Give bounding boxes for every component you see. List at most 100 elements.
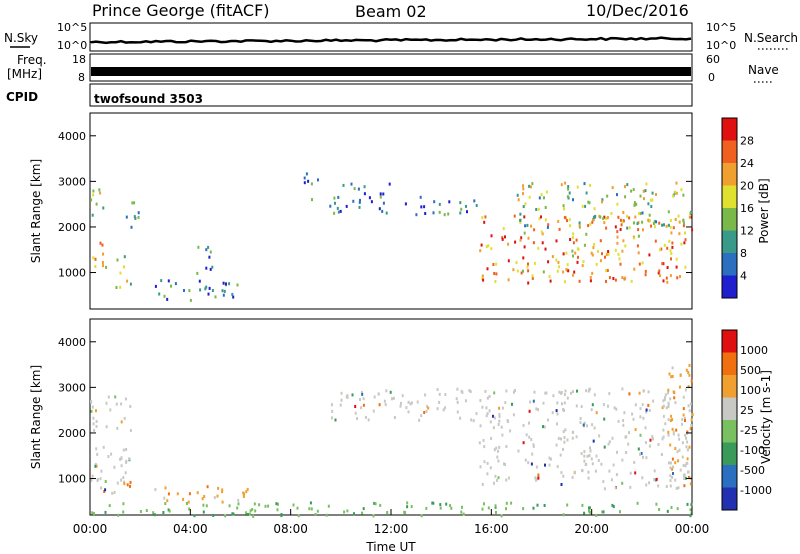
scatter-cell xyxy=(522,424,525,427)
scatter-cell xyxy=(95,447,98,451)
scatter-cell xyxy=(669,397,672,401)
scatter-cell xyxy=(583,421,586,425)
scatter-cell xyxy=(612,505,615,509)
scatter-cell xyxy=(668,239,671,243)
scatter-cell xyxy=(595,454,598,458)
scatter-cell xyxy=(108,504,111,508)
scatter-cell xyxy=(158,292,161,296)
scatter-cell xyxy=(512,268,515,272)
scatter-cell xyxy=(517,449,520,453)
scatter-cell xyxy=(600,462,603,466)
colorbar-frame xyxy=(721,329,738,511)
scatter-cell xyxy=(94,257,97,261)
scatter-cell xyxy=(645,456,648,460)
scatter-cell xyxy=(587,476,590,480)
scatter-cell xyxy=(637,251,640,255)
scatter-cell xyxy=(310,507,313,511)
scatter-cell xyxy=(500,425,503,429)
scatter-cell xyxy=(382,192,385,196)
scatter-cell xyxy=(576,185,579,189)
power-panel: 4000 3000 2000 1000 Slant Range [km] 28 24 20… xyxy=(29,112,771,310)
scatter-cell xyxy=(308,507,311,511)
scatter-cell xyxy=(231,512,234,516)
scatter-cell xyxy=(492,414,494,418)
scatter-cell xyxy=(652,222,655,225)
scatter-cell xyxy=(378,207,381,211)
scatter-cell xyxy=(686,448,689,452)
scatter-cell xyxy=(635,202,638,206)
nave-tick-top: 60 xyxy=(706,53,720,66)
scatter-cell xyxy=(675,181,678,185)
scatter-cell xyxy=(621,276,624,279)
scatter-cell xyxy=(423,205,426,209)
scatter-cell xyxy=(642,389,645,393)
scatter-cell xyxy=(164,486,167,490)
scatter-cell xyxy=(484,389,487,393)
scatter-cell xyxy=(523,215,526,219)
scatter-cell xyxy=(571,430,574,434)
scatter-cell xyxy=(129,282,132,286)
scatter-cell xyxy=(99,191,102,195)
scatter-cell xyxy=(522,441,525,445)
scatter-cell xyxy=(507,242,510,246)
scatter-cell xyxy=(479,399,482,402)
colorbar-tick-label: -100 xyxy=(740,444,765,457)
scatter-cell xyxy=(544,391,547,395)
scatter-cell xyxy=(636,222,639,226)
scatter-cell xyxy=(676,450,679,454)
scatter-cell xyxy=(189,298,192,302)
scatter-cell xyxy=(455,397,458,401)
scatter-cell xyxy=(616,241,619,245)
scatter-cell xyxy=(601,510,604,514)
scatter-cell xyxy=(528,184,531,188)
power-colorbar: 28 24 20 16 12 8 4 xyxy=(721,117,754,299)
scatter-cell xyxy=(461,390,464,394)
scatter-cell xyxy=(353,512,355,516)
scatter-cell xyxy=(641,220,644,224)
scatter-cell xyxy=(665,406,668,410)
scatter-cell xyxy=(583,511,586,515)
scatter-cell xyxy=(622,239,625,243)
scatter-cell xyxy=(676,507,679,511)
scatter-cell xyxy=(105,401,108,405)
scatter-cell xyxy=(406,501,409,505)
scatter-cell xyxy=(669,419,672,422)
scatter-cell xyxy=(674,190,677,194)
scatter-cell xyxy=(678,448,681,452)
scatter-cell xyxy=(176,492,179,496)
scatter-cell xyxy=(634,471,637,475)
scatter-cell xyxy=(686,440,689,444)
scatter-cell xyxy=(614,248,617,252)
nsky-label: N.Sky xyxy=(4,31,38,45)
scatter-cell xyxy=(489,466,492,470)
scatter-cell xyxy=(222,293,225,297)
scatter-cell xyxy=(645,483,648,487)
scatter-cell xyxy=(532,444,535,448)
scatter-cell xyxy=(562,408,565,411)
scatter-cell xyxy=(691,413,694,416)
scatter-cell xyxy=(688,409,691,413)
scatter-cell xyxy=(522,184,524,188)
scatter-cell xyxy=(632,417,635,421)
scatter-cell xyxy=(334,418,337,422)
scatter-cell xyxy=(100,486,102,490)
scatter-cell xyxy=(522,192,524,196)
scatter-cell xyxy=(486,396,489,400)
scatter-cell xyxy=(591,423,594,427)
scatter-cell xyxy=(530,185,532,189)
scatter-cell xyxy=(599,259,602,263)
scatter-cell xyxy=(497,423,500,426)
scatter-cell xyxy=(493,272,496,275)
scatter-cell xyxy=(185,502,188,505)
y-tick-label: 2000 xyxy=(58,221,86,234)
scatter-cell xyxy=(253,502,256,506)
scatter-cell xyxy=(407,410,410,414)
scatter-cell xyxy=(603,487,606,491)
scatter-cell xyxy=(583,454,586,458)
scatter-cell xyxy=(603,417,606,421)
scatter-cell xyxy=(383,399,386,403)
colorbar-tick-label: 16 xyxy=(740,202,754,215)
scatter-cell xyxy=(379,192,382,196)
colorbar-cell xyxy=(722,140,737,163)
scatter-cell xyxy=(537,476,540,480)
